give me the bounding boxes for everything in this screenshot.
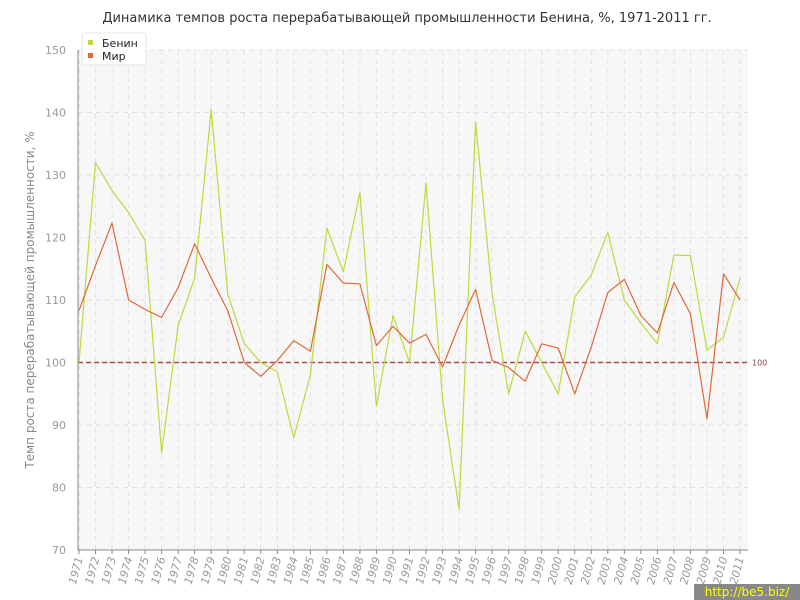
y-axis-label: Темп роста перерабатывающей промышленнос…	[23, 131, 37, 469]
series-line-benin	[78, 108, 741, 510]
y-tick-label: 120	[45, 232, 66, 245]
y-tick-labels: 70 80 90 100 110 120 130 140 150	[45, 44, 66, 557]
legend-label-world: Мир	[102, 50, 126, 63]
y-tick-label: 140	[45, 107, 66, 120]
series-lines	[78, 108, 741, 510]
legend-swatch-world	[88, 53, 93, 58]
y-tick-label: 70	[52, 544, 66, 557]
series-line-world	[78, 222, 741, 420]
x-tick-labels: 1971197219731974197519761977197819791980…	[66, 550, 747, 586]
y-tick-label: 90	[52, 419, 66, 432]
y-tick-label: 130	[45, 169, 66, 182]
y-tick-label: 100	[45, 357, 66, 370]
x-tick-label: 2011	[727, 555, 747, 585]
y-tick-label: 80	[52, 482, 66, 495]
legend-swatch-benin	[88, 40, 93, 45]
watermark-link[interactable]: http://be5.biz/	[705, 585, 790, 599]
y-tick-label: 110	[45, 294, 66, 307]
reference-line-label: 100	[752, 359, 767, 368]
legend-label-benin: Бенин	[102, 37, 138, 50]
legend: Бенин Мир	[81, 32, 147, 66]
watermark[interactable]: http://be5.biz/	[694, 584, 800, 600]
legend-box	[81, 32, 147, 66]
watermark-background	[694, 584, 800, 600]
y-tick-label: 150	[45, 44, 66, 57]
grid-lines	[78, 49, 748, 550]
chart-title: Динамика темпов роста перерабатывающей п…	[102, 11, 711, 26]
